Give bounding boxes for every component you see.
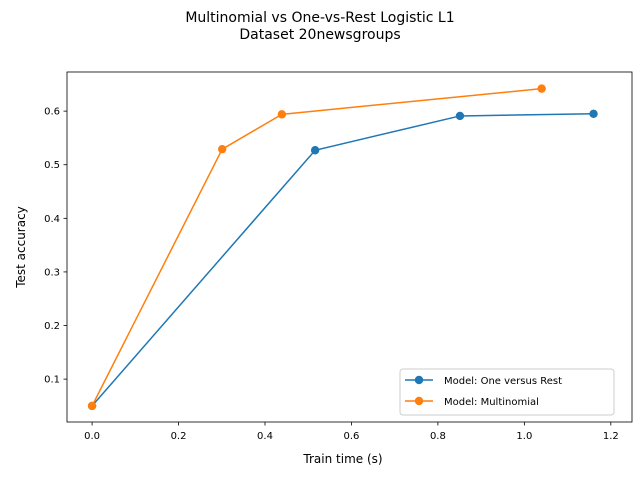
y-tick-label: 0.2	[44, 321, 60, 332]
y-tick-label: 0.1	[44, 375, 60, 386]
x-tick-label: 0.0	[84, 431, 100, 442]
axes-frame	[66, 71, 633, 423]
legend-box	[399, 368, 615, 416]
chart-subtitle: Dataset 20newsgroups	[239, 27, 400, 43]
y-axis-label: Test accuracy	[14, 206, 28, 289]
x-tick-label: 0.6	[343, 431, 359, 442]
data-point	[455, 111, 465, 121]
series-group	[87, 84, 598, 411]
data-point	[537, 84, 546, 93]
chart-title: Multinomial vs One-vs-Rest Logistic L1	[185, 10, 454, 26]
legend-label: Model: One versus Rest	[444, 376, 562, 387]
x-tick-label: 0.8	[430, 431, 446, 442]
data-point	[277, 110, 287, 119]
data-point	[217, 144, 227, 154]
x-tick-label: 0.2	[171, 431, 187, 442]
data-point	[310, 146, 320, 155]
axes: 0.0 0.2 0.4 0.6 0.8 1.0 1.2 0.1 0.2 0.3 0.4 0.5 0.6	[44, 107, 619, 442]
y-tick-label: 0.6	[44, 107, 60, 118]
data-point	[87, 401, 97, 411]
x-tick-label: 0.4	[257, 431, 273, 442]
legend-marker	[414, 396, 424, 406]
legend: Model: One versus Rest Model: Multinomial	[399, 368, 615, 416]
y-tick-label: 0.4	[44, 214, 60, 225]
legend-marker	[414, 375, 424, 385]
x-tick-label: 1.2	[603, 431, 619, 442]
x-axis-label: Train time (s)	[302, 452, 382, 466]
data-point	[589, 109, 598, 119]
series-line-1	[91, 87, 542, 407]
y-tick-label: 0.5	[44, 160, 60, 171]
y-tick-label: 0.3	[44, 267, 60, 278]
legend-label: Model: Multinomial	[444, 397, 539, 408]
series-line-0	[91, 113, 594, 407]
x-tick-label: 1.0	[516, 431, 532, 442]
